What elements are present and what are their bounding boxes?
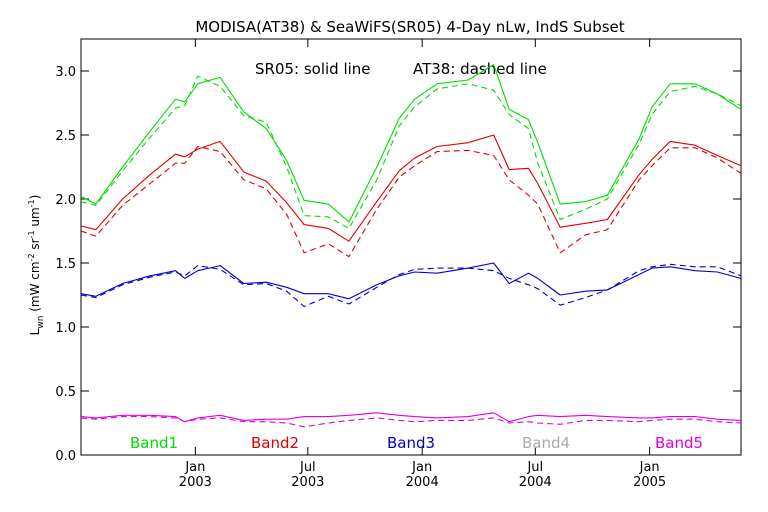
- series-line-band2-sr05: [80, 134, 742, 242]
- y-axis-label-mid2: um: [28, 207, 42, 230]
- y-axis-label-exp1: -2: [27, 253, 36, 261]
- y-tick-label: 2.0: [55, 193, 76, 208]
- y-axis-label-exp2: -1: [27, 230, 36, 238]
- series-line-band1-at38: [80, 75, 742, 229]
- y-tick-label: 2.5: [55, 129, 76, 144]
- x-tick-month: Jan: [639, 460, 660, 475]
- x-tick-month: Jul: [299, 460, 316, 475]
- y-tick-label: 0.5: [55, 385, 76, 400]
- solid-line-note: SR05: solid line: [255, 60, 371, 78]
- legend-item-band5: Band5: [655, 434, 703, 452]
- series-line-band3-at38: [80, 263, 742, 308]
- x-tick-year: 2003: [179, 475, 212, 490]
- y-axis-label-mid1: sr: [28, 238, 42, 253]
- y-tick-label: 1.5: [55, 257, 76, 272]
- series-line-band5-sr05: [80, 412, 742, 423]
- dashed-line-note: AT38: dashed line: [413, 60, 547, 78]
- legend-item-band1: Band1: [130, 434, 178, 452]
- y-tick-label: 3.0: [55, 65, 76, 80]
- x-tick-year: 2003: [291, 475, 324, 490]
- y-axis-label-main: L: [28, 328, 42, 335]
- series-line-band1-sr05: [80, 64, 742, 223]
- x-tick-month: Jan: [411, 460, 432, 475]
- legend-item-band2: Band2: [251, 434, 299, 452]
- legend-item-band4: Band4: [522, 434, 570, 452]
- x-tick-month: Jan: [184, 460, 205, 475]
- y-axis-label: Lwn (mW cm-2 sr-1 um-1): [27, 195, 46, 336]
- chart-title: MODISA(AT38) & SeaWiFS(SR05) 4-Day nLw, …: [195, 18, 624, 36]
- series-line-band3-sr05: [80, 262, 742, 300]
- x-tick-year: 2004: [519, 475, 552, 490]
- x-tick-year: 2004: [406, 475, 439, 490]
- y-axis-label-exp3: -1: [27, 199, 36, 207]
- y-axis-label-units-post: ): [28, 195, 42, 200]
- y-axis-label-sub: wn: [36, 316, 46, 329]
- x-tick-month: Jul: [526, 460, 543, 475]
- legend-item-band3: Band3: [387, 434, 435, 452]
- y-tick-label: 0.0: [55, 449, 76, 464]
- series-line-band2-at38: [80, 145, 742, 258]
- plot-frame: [80, 38, 742, 456]
- y-axis-label-units-pre: (mW cm: [28, 261, 42, 315]
- svg-text:Lwn (mW cm-2 sr-1 um-1): Lwn (mW cm-2 sr-1 um-1): [27, 195, 46, 336]
- plot-area: 0.00.51.01.52.02.53.0Jan2003Jul2003Jan20…: [55, 38, 742, 490]
- y-tick-label: 1.0: [55, 321, 76, 336]
- x-tick-year: 2005: [633, 475, 666, 490]
